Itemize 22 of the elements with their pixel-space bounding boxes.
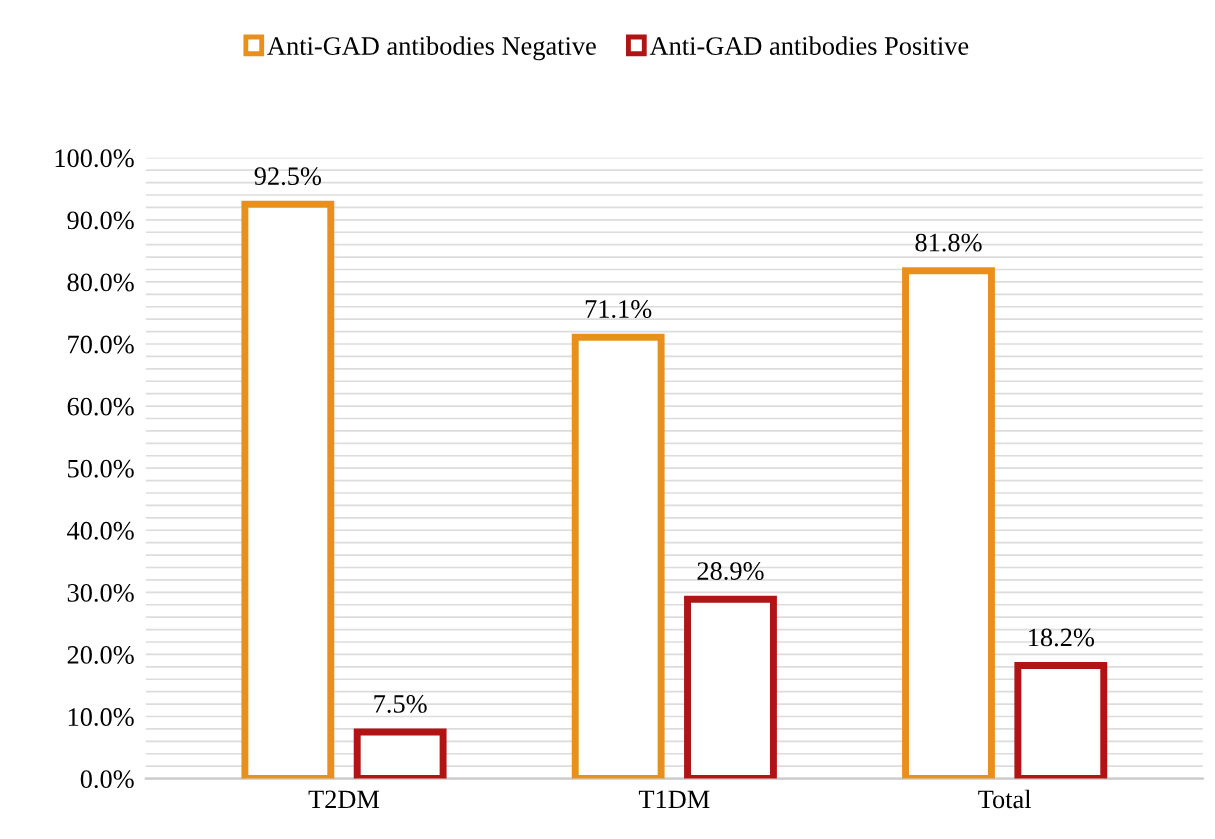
y-tick-label: 10.0% xyxy=(68,708,134,727)
x-tick-label: Total xyxy=(978,789,1032,809)
y-tick-label: 90.0% xyxy=(67,211,134,230)
data-label: 18.2% xyxy=(1029,628,1094,647)
y-tick-label: 100.0% xyxy=(55,149,134,168)
legend-label: Anti-GAD antibodies Positive xyxy=(649,36,969,55)
data-label: 7.5% xyxy=(374,694,427,713)
x-tick-label: T2DM xyxy=(308,790,380,809)
y-tick-label: 30.0% xyxy=(67,583,134,602)
y-tick-label: 80.0% xyxy=(67,273,134,292)
y-tick-label: 20.0% xyxy=(67,646,134,664)
y-tick-label: 40.0% xyxy=(67,521,134,540)
y-tick-label: 0.0% xyxy=(80,770,134,789)
x-tick-label: T1DM xyxy=(638,790,710,809)
y-tick-label: 60.0% xyxy=(67,397,134,416)
data-label: 81.8% xyxy=(915,233,982,252)
y-tick-label: 70.0% xyxy=(68,335,134,354)
data-label: 28.9% xyxy=(697,562,764,581)
data-label: 71.1% xyxy=(585,300,652,319)
legend-label: Anti-GAD antibodies Negative xyxy=(267,36,596,61)
data-label: 92.5% xyxy=(254,167,322,186)
y-tick-label: 50.0% xyxy=(68,459,134,478)
